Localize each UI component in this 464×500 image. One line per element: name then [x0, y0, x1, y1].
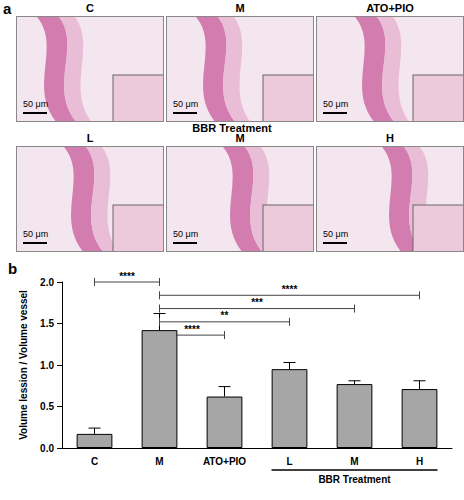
html-text:ATO+PIO: ATO+PIO: [366, 2, 414, 14]
svg-text:1.5: 1.5: [40, 318, 54, 329]
svg-text:50 μm: 50 μm: [23, 229, 48, 239]
svg-text:ATO+PIO: ATO+PIO: [203, 456, 246, 467]
svg-text:50 μm: 50 μm: [173, 99, 198, 109]
svg-text:****: ****: [184, 324, 200, 335]
svg-text:0.5: 0.5: [40, 401, 54, 412]
svg-text:50 μm: 50 μm: [23, 99, 48, 109]
svg-text:***: ***: [251, 297, 263, 308]
svg-text:Volume lession / Volume vessel: Volume lession / Volume vessel: [18, 290, 29, 440]
svg-text:**: **: [221, 310, 229, 321]
svg-text:****: ****: [282, 284, 298, 295]
html-text:M: M: [235, 132, 245, 144]
svg-text:b: b: [8, 260, 17, 277]
svg-text:50 μm: 50 μm: [323, 229, 348, 239]
svg-text:50 μm: 50 μm: [173, 229, 198, 239]
html-text:BBR Treatment: BBR Treatment: [192, 122, 272, 134]
svg-text:H: H: [416, 456, 423, 467]
html-text:H: H: [386, 132, 394, 144]
svg-text:L: L: [286, 456, 292, 467]
svg-text:M: M: [350, 456, 358, 467]
svg-text:1.0: 1.0: [40, 360, 54, 371]
svg-text:M: M: [155, 456, 163, 467]
svg-text:2.0: 2.0: [40, 277, 54, 288]
svg-text:C: C: [91, 456, 98, 467]
svg-text:****: ****: [119, 271, 135, 282]
html-text:a: a: [3, 0, 12, 17]
svg-text:50 μm: 50 μm: [323, 99, 348, 109]
html-text:C: C: [86, 2, 94, 14]
html-text:L: L: [86, 132, 94, 144]
svg-text:BBR Treatment: BBR Treatment: [318, 474, 391, 485]
html-text:M: M: [235, 2, 245, 14]
svg-text:0.0: 0.0: [40, 443, 54, 454]
